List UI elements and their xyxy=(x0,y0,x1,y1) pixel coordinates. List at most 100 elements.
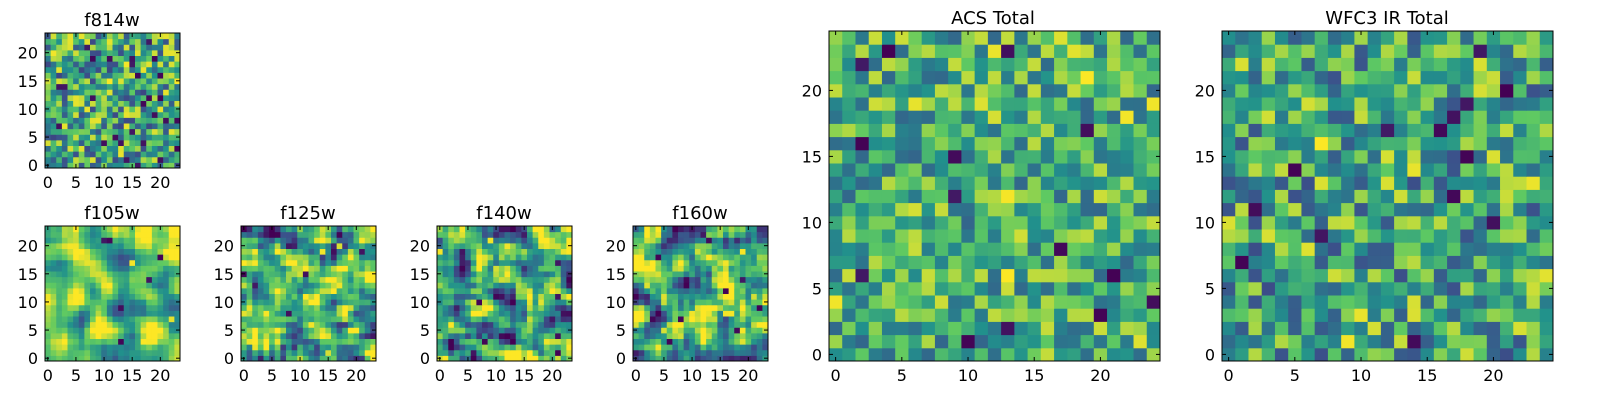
heatmap-cell xyxy=(1314,149,1329,164)
heatmap-cell xyxy=(515,310,522,317)
heatmap-cell xyxy=(493,231,500,238)
heatmap-cell xyxy=(1433,347,1448,362)
heatmap-cell xyxy=(112,106,119,113)
heatmap-cell xyxy=(157,344,164,351)
heatmap-cell xyxy=(476,231,483,238)
heatmap-cell xyxy=(269,344,276,351)
heatmap-cell xyxy=(1027,242,1042,256)
heatmap-cell xyxy=(1235,123,1249,138)
heatmap-cell xyxy=(331,338,338,345)
heatmap-cell xyxy=(666,265,673,272)
heatmap-cell xyxy=(1301,163,1316,177)
heatmap-cell xyxy=(678,265,685,272)
heatmap-cell xyxy=(1288,136,1302,151)
heatmap-cell xyxy=(174,128,181,135)
heatmap-cell xyxy=(314,304,321,311)
heatmap-cell xyxy=(1486,70,1501,85)
heatmap-cell xyxy=(1054,123,1068,138)
heatmap-cell xyxy=(73,271,80,278)
heatmap-cell xyxy=(129,145,136,152)
heatmap-cell xyxy=(1341,44,1355,58)
heatmap-cell xyxy=(711,259,718,266)
heatmap-cell xyxy=(1222,321,1236,336)
heatmap-cell xyxy=(649,226,657,233)
heatmap-cell xyxy=(353,316,360,323)
heatmap-cell xyxy=(1067,229,1082,243)
heatmap-cell xyxy=(347,248,355,255)
heatmap-cell xyxy=(661,293,668,300)
heatmap-cell xyxy=(921,31,936,45)
heatmap-cell xyxy=(174,117,181,124)
y-tick-label: 10 xyxy=(410,293,430,312)
heatmap-cell xyxy=(364,242,371,250)
heatmap-cell xyxy=(241,237,248,244)
heatmap-cell xyxy=(855,110,870,124)
heatmap-cell xyxy=(302,248,310,255)
heatmap-cell xyxy=(756,237,763,244)
heatmap-cell xyxy=(1133,57,1148,72)
heatmap-cell xyxy=(123,111,130,118)
heatmap-cell xyxy=(1500,281,1514,296)
heatmap-cell xyxy=(84,316,91,323)
heatmap-cell xyxy=(67,38,74,45)
heatmap-cell xyxy=(644,310,651,317)
heatmap-cell xyxy=(129,299,136,306)
heatmap-cell xyxy=(157,242,164,250)
heatmap-cell xyxy=(437,282,444,289)
heatmap-cell xyxy=(1433,70,1448,85)
heatmap-cell xyxy=(555,355,562,362)
heatmap-cell xyxy=(453,276,461,283)
heatmap-cell xyxy=(560,355,567,362)
heatmap-cell xyxy=(302,327,310,334)
heatmap-cell xyxy=(342,316,349,323)
heatmap-cell xyxy=(252,355,259,362)
heatmap-cell xyxy=(1067,163,1082,177)
heatmap-cell xyxy=(1420,268,1435,283)
heatmap-cell xyxy=(1093,255,1108,270)
heatmap-cell xyxy=(895,215,909,230)
heatmap-cell xyxy=(50,139,57,147)
heatmap-cell xyxy=(987,83,1002,98)
heatmap-cell xyxy=(723,242,730,250)
heatmap-cell xyxy=(728,327,735,334)
heatmap-cell xyxy=(961,44,976,58)
heatmap-cell xyxy=(101,293,108,300)
heatmap-cell xyxy=(1460,136,1475,151)
x-tick-label: 5 xyxy=(463,366,473,385)
heatmap-cell xyxy=(842,321,856,336)
heatmap-cell xyxy=(78,38,85,45)
heatmap-cell xyxy=(881,110,896,124)
heatmap-cell xyxy=(1093,308,1108,322)
heatmap-cell xyxy=(493,332,500,340)
heatmap-cell xyxy=(123,338,130,345)
heatmap-cell xyxy=(1407,123,1422,138)
heatmap-cell xyxy=(106,72,114,79)
heatmap-cell xyxy=(146,117,153,124)
heatmap-cell xyxy=(482,231,489,238)
heatmap-cell xyxy=(1460,97,1475,111)
heatmap-cell xyxy=(257,293,265,300)
heatmap-cell xyxy=(633,338,640,345)
heatmap-cell xyxy=(112,259,119,266)
heatmap-cell xyxy=(286,287,293,295)
heatmap-cell xyxy=(1500,70,1514,85)
heatmap-cell xyxy=(1354,31,1369,45)
heatmap-cell xyxy=(1394,123,1408,138)
heatmap-cell xyxy=(151,106,159,113)
heatmap-cell xyxy=(67,145,74,152)
heatmap-cell xyxy=(437,293,444,300)
heatmap-cell xyxy=(532,282,539,289)
x-tick-label: 20 xyxy=(738,366,758,385)
heatmap-cell xyxy=(1054,202,1068,217)
heatmap-cell xyxy=(151,276,159,283)
heatmap-cell xyxy=(146,94,153,102)
heatmap-cell xyxy=(921,163,936,177)
heatmap-cell xyxy=(302,226,310,233)
heatmap-cell xyxy=(67,321,74,328)
heatmap-cell xyxy=(291,276,298,283)
heatmap-cell xyxy=(666,355,673,362)
heatmap-cell xyxy=(442,287,449,295)
heatmap-cell xyxy=(1301,136,1316,151)
heatmap-cell xyxy=(73,128,80,135)
heatmap-cell xyxy=(157,282,164,289)
